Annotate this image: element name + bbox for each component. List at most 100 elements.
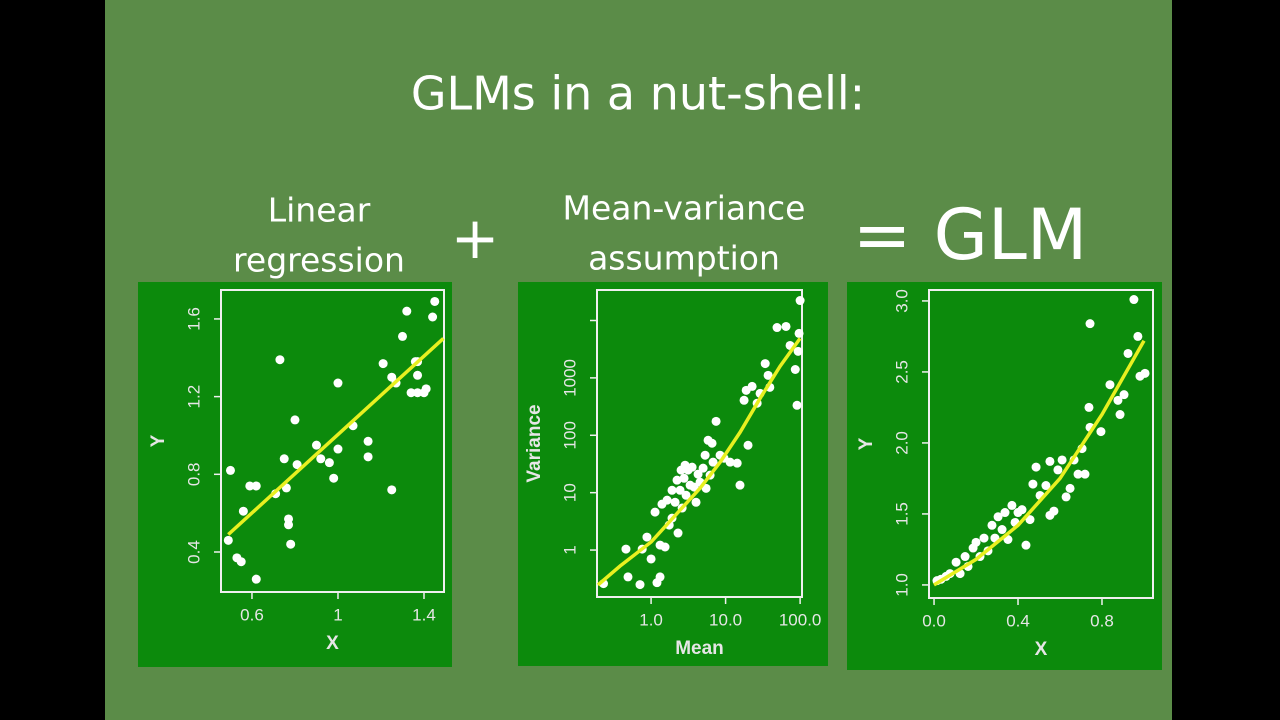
- y-tick-label: 1: [560, 545, 579, 554]
- y-tick-label: 1000: [560, 359, 579, 397]
- x-tick-label: 0.6: [240, 605, 264, 624]
- y-axis-title: Y: [148, 434, 169, 447]
- data-point: [387, 485, 397, 495]
- data-point: [251, 481, 261, 491]
- data-point: [225, 465, 235, 475]
- fit-line: [596, 337, 802, 587]
- data-point: [792, 400, 802, 410]
- x-tick-label: 0.0: [922, 611, 946, 630]
- y-tick-label: 1.6: [184, 307, 203, 331]
- term-label: regression: [233, 241, 405, 280]
- y-tick-label: 10: [560, 483, 579, 502]
- data-point: [1085, 319, 1095, 329]
- fit-line: [227, 337, 445, 536]
- plot-box: [596, 289, 803, 598]
- data-point: [793, 346, 803, 356]
- x-tick-label: 0.8: [1090, 611, 1114, 630]
- data-point: [1041, 481, 1051, 491]
- term-label: assumption: [588, 239, 780, 278]
- chart-panel: [847, 282, 1162, 670]
- data-point: [402, 306, 412, 316]
- data-point: [421, 384, 431, 394]
- x-tick-label: 10.0: [709, 610, 742, 629]
- data-point: [1065, 483, 1075, 493]
- data-point: [642, 532, 652, 542]
- data-point: [286, 539, 296, 549]
- term-label: Mean-variance: [562, 189, 805, 228]
- data-point: [378, 359, 388, 369]
- slide-title: GLMs in a nut-shell:: [411, 67, 865, 121]
- data-point: [1057, 455, 1067, 465]
- data-point: [1115, 410, 1125, 420]
- term-label: Linear: [268, 191, 371, 230]
- data-point: [329, 473, 339, 483]
- y-tick-label: 1.0: [892, 573, 911, 597]
- data-point: [675, 485, 685, 495]
- data-point: [430, 296, 440, 306]
- data-point: [316, 454, 326, 464]
- chart-panel: [518, 282, 828, 666]
- data-point: [1061, 492, 1071, 502]
- data-point: [311, 440, 321, 450]
- data-point: [251, 574, 261, 584]
- data-point: [763, 370, 773, 380]
- data-point: [743, 440, 753, 450]
- x-axis-title: Mean: [675, 638, 724, 659]
- data-point: [672, 475, 682, 485]
- y-axis-title: Y: [856, 437, 877, 450]
- fit-line: [933, 339, 1146, 587]
- data-point: [667, 485, 677, 495]
- data-point: [1028, 479, 1038, 489]
- plot-box: [928, 289, 1154, 599]
- data-point: [700, 450, 710, 460]
- data-point: [428, 312, 438, 322]
- y-tick-label: 3.0: [892, 289, 911, 313]
- data-point: [711, 416, 721, 426]
- y-tick-label: 1.5: [892, 502, 911, 526]
- x-tick-label: 1: [333, 605, 342, 624]
- data-point: [1113, 395, 1123, 405]
- x-tick-label: 100.0: [779, 610, 822, 629]
- data-point: [238, 506, 248, 516]
- y-axis-title: Variance: [524, 404, 545, 482]
- data-point: [245, 481, 255, 491]
- data-point: [772, 323, 782, 333]
- data-point: [1053, 465, 1063, 475]
- data-point: [1045, 456, 1055, 466]
- data-point: [635, 580, 645, 590]
- y-tick-label: 0.4: [184, 540, 203, 564]
- data-point: [732, 458, 742, 468]
- data-point: [698, 463, 708, 473]
- data-point: [735, 480, 745, 490]
- plot-box: [220, 289, 445, 593]
- data-point: [670, 497, 680, 507]
- data-point: [290, 415, 300, 425]
- x-tick-label: 1.0: [639, 610, 663, 629]
- data-point: [725, 457, 735, 467]
- y-tick-label: 2.0: [892, 431, 911, 455]
- data-point: [279, 454, 289, 464]
- data-point: [1140, 368, 1150, 378]
- data-point: [660, 542, 670, 552]
- data-point: [324, 458, 334, 468]
- data-point: [413, 388, 423, 398]
- data-point: [960, 552, 970, 562]
- plus-sign: +: [451, 204, 500, 272]
- x-axis-title: X: [1035, 639, 1048, 660]
- y-tick-label: 100: [560, 421, 579, 449]
- result-label: = GLM: [853, 194, 1088, 276]
- data-point: [689, 482, 699, 492]
- data-point: [739, 395, 749, 405]
- y-tick-label: 0.8: [184, 462, 203, 486]
- x-tick-label: 1.4: [412, 605, 436, 624]
- data-point: [333, 378, 343, 388]
- data-point: [687, 462, 697, 472]
- data-point: [406, 388, 416, 398]
- data-point: [979, 533, 989, 543]
- data-point: [413, 370, 423, 380]
- data-point: [236, 557, 246, 567]
- data-point: [1017, 505, 1027, 515]
- data-point: [1133, 331, 1143, 341]
- data-point: [747, 381, 757, 391]
- data-point: [1084, 402, 1094, 412]
